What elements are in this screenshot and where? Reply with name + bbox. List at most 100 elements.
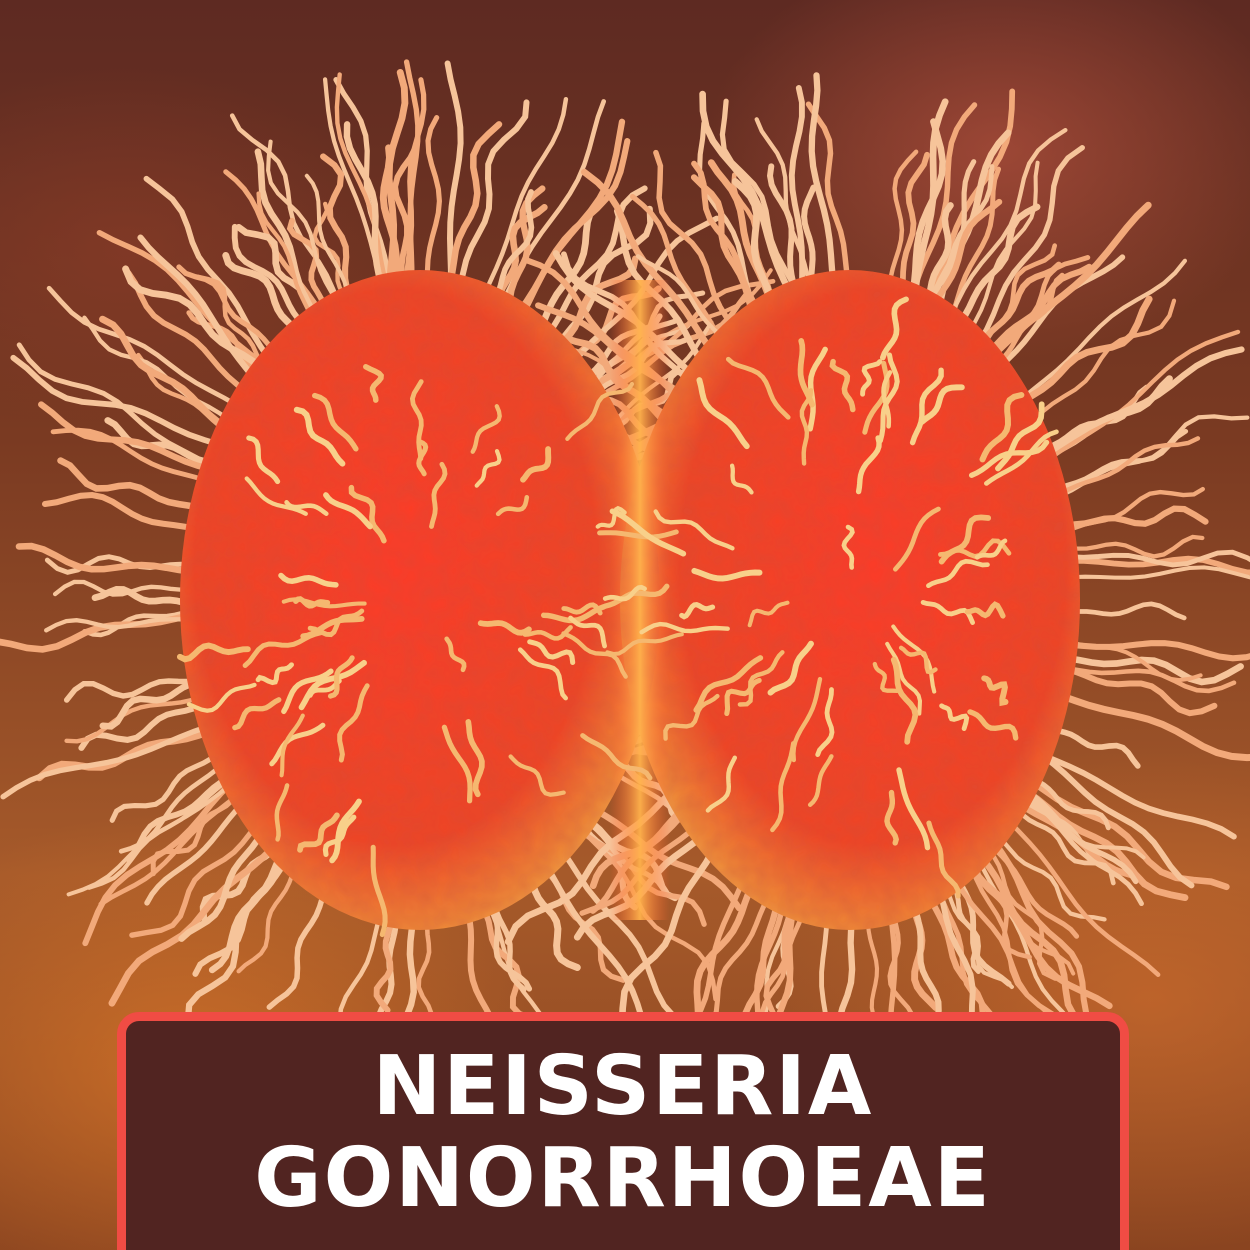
pilus xyxy=(609,508,687,557)
pilus xyxy=(1023,787,1139,885)
pilus xyxy=(1030,298,1177,424)
pilus xyxy=(445,121,503,289)
pilus xyxy=(125,270,250,395)
pilus xyxy=(409,379,424,462)
pilus xyxy=(580,168,716,356)
pilus xyxy=(1022,791,1144,907)
pilus xyxy=(967,709,1019,741)
pilus xyxy=(925,88,1016,307)
pilus xyxy=(46,285,241,409)
pilus xyxy=(808,72,837,288)
pilus xyxy=(815,687,835,758)
pilus xyxy=(737,650,785,707)
pilus xyxy=(508,754,566,797)
pilus xyxy=(256,191,315,322)
pilus xyxy=(977,852,1078,1020)
pilus xyxy=(137,234,258,383)
pilus xyxy=(797,338,815,408)
pilus xyxy=(860,359,883,397)
pilus xyxy=(403,77,427,287)
pilus xyxy=(887,908,916,1026)
pilus xyxy=(841,524,855,570)
pilus xyxy=(269,722,326,767)
pilus xyxy=(872,661,900,694)
pilus xyxy=(266,886,329,1010)
pilus xyxy=(186,682,257,713)
pilus xyxy=(320,153,353,302)
pilus xyxy=(1063,654,1244,686)
pilus xyxy=(980,243,1058,350)
pilus xyxy=(979,392,1025,463)
pili-front xyxy=(176,296,1059,938)
pilus xyxy=(44,616,193,633)
pilus xyxy=(91,586,193,607)
pilus xyxy=(144,800,246,906)
pilus xyxy=(729,463,754,495)
pilus xyxy=(176,264,279,356)
pilus xyxy=(254,148,318,323)
pilus xyxy=(1018,295,1153,405)
pilus xyxy=(517,647,569,701)
pilus xyxy=(99,315,230,432)
pilus xyxy=(984,429,1059,486)
pilus xyxy=(879,296,909,361)
pilus xyxy=(613,845,717,1044)
pilus xyxy=(988,841,1080,939)
pilus xyxy=(281,668,334,715)
pilus xyxy=(481,96,569,298)
pilus xyxy=(855,435,882,495)
pilus xyxy=(801,184,817,292)
pilus xyxy=(50,427,210,484)
pilus xyxy=(373,911,394,1014)
pilus xyxy=(293,596,331,609)
pilus xyxy=(1039,752,1195,889)
pilus xyxy=(279,713,305,778)
pilus xyxy=(995,833,1107,922)
pilus xyxy=(924,202,954,307)
pilus xyxy=(246,435,281,485)
pilus xyxy=(984,263,1093,357)
pilus xyxy=(1018,258,1188,402)
pilus xyxy=(385,68,409,290)
pilus xyxy=(799,388,814,466)
pilus xyxy=(602,584,647,602)
pilus xyxy=(561,602,603,616)
pilus xyxy=(0,723,212,800)
pilus xyxy=(278,572,339,588)
pilus xyxy=(392,145,419,288)
pilus xyxy=(770,741,796,833)
pilus xyxy=(444,636,467,673)
right-coccus-texture xyxy=(620,270,1080,930)
pilus xyxy=(926,892,987,1042)
pilus xyxy=(98,792,241,907)
pilus xyxy=(334,72,390,289)
pilus xyxy=(323,492,373,530)
pilus xyxy=(595,505,627,529)
pilus xyxy=(38,401,214,473)
pilus xyxy=(520,446,552,483)
pilus xyxy=(1048,726,1141,769)
pilus xyxy=(896,767,931,851)
left-coccus-texture xyxy=(180,270,660,930)
pilus xyxy=(693,881,757,1019)
pilus xyxy=(890,656,919,745)
pilus xyxy=(696,377,750,450)
pilus xyxy=(995,272,1065,367)
pilus xyxy=(242,630,324,668)
pilus xyxy=(337,683,370,763)
pilus xyxy=(898,645,938,675)
pilus xyxy=(543,185,648,339)
pilus xyxy=(767,640,814,696)
pilus xyxy=(1045,329,1241,462)
pilus xyxy=(788,85,806,294)
pilus xyxy=(15,542,194,575)
pilus xyxy=(176,642,251,663)
pilus xyxy=(236,864,298,974)
pilus xyxy=(322,814,357,857)
pilus xyxy=(522,625,573,641)
pilus xyxy=(1061,505,1209,528)
pilus xyxy=(605,632,684,657)
title-line-2: GONORRHOEAE xyxy=(254,1130,992,1226)
pilus xyxy=(57,457,203,512)
